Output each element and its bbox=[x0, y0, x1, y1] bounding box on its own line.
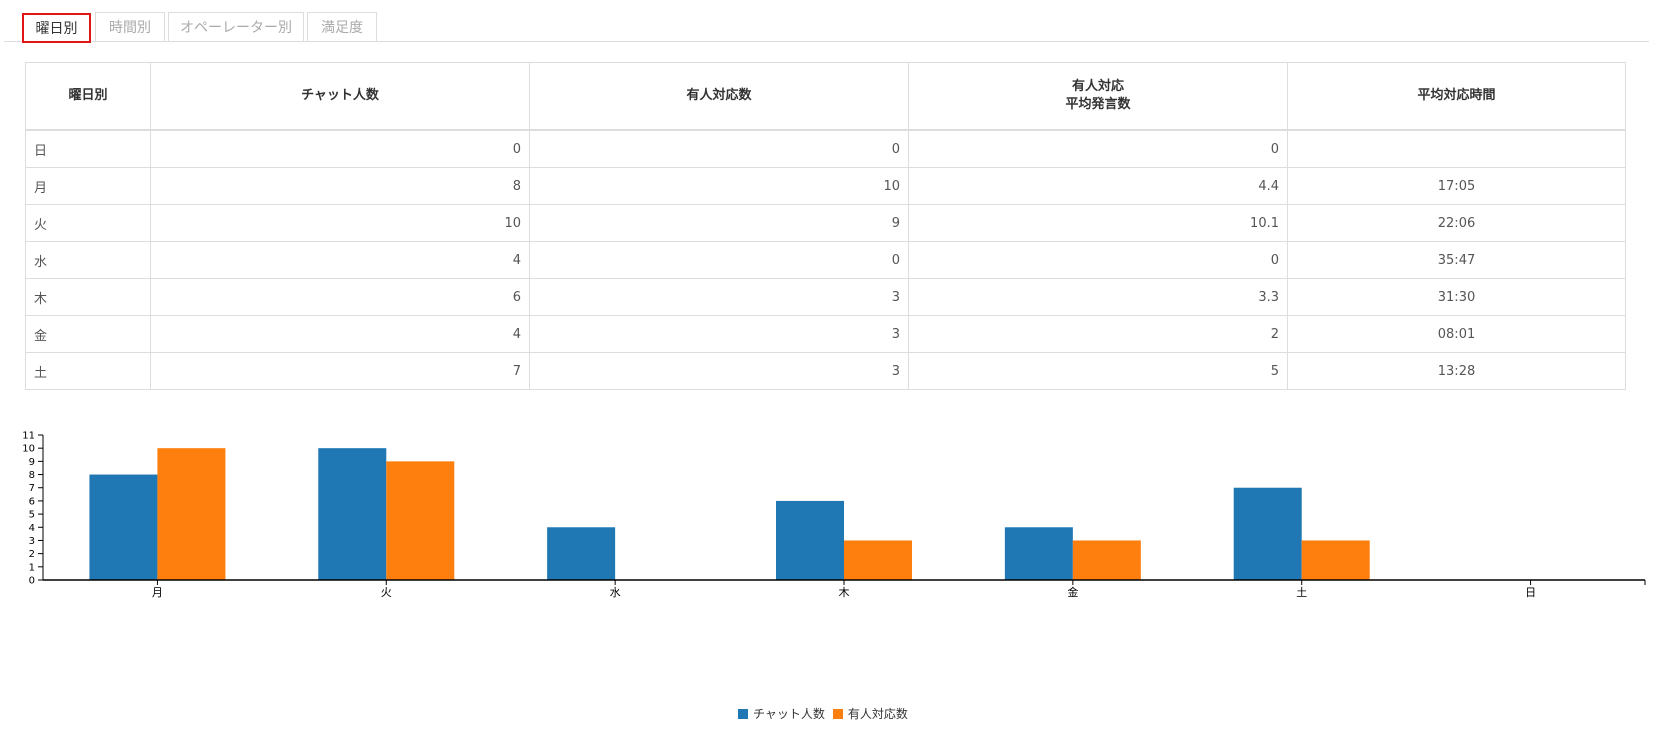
cell-avg-time: 13:28 bbox=[1287, 352, 1626, 390]
table-row: 土 7 3 5 13:28 bbox=[25, 352, 1626, 390]
header-avg-messages-line1: 有人対応 bbox=[1071, 79, 1124, 94]
y-tick-label: 8 bbox=[29, 470, 35, 481]
cell-manned-count: 9 bbox=[529, 204, 909, 242]
y-tick-label: 5 bbox=[29, 510, 35, 521]
header-chat-count: チャット人数 bbox=[150, 62, 530, 131]
cell-avg-messages: 0 bbox=[908, 241, 1288, 279]
cell-avg-messages: 2 bbox=[908, 315, 1288, 353]
cell-manned-count: 3 bbox=[529, 278, 909, 316]
bar-manned bbox=[1301, 540, 1370, 580]
legend-item-manned: 有人対応数 bbox=[832, 705, 908, 722]
cell-avg-time: 08:01 bbox=[1287, 315, 1626, 353]
cell-avg-messages: 4.4 bbox=[908, 167, 1288, 205]
header-manned-count: 有人対応数 bbox=[529, 62, 909, 131]
cell-manned-count: 3 bbox=[529, 315, 909, 353]
bar-manned bbox=[1072, 540, 1141, 580]
header-avg-messages-line2: 平均発言数 bbox=[1065, 97, 1131, 112]
cell-manned-count: 3 bbox=[529, 352, 909, 390]
y-tick-label: 6 bbox=[29, 496, 35, 507]
table-row: 火 10 9 10.1 22:06 bbox=[25, 204, 1626, 242]
cell-avg-messages: 0 bbox=[908, 129, 1288, 168]
cell-weekday: 日 bbox=[25, 129, 151, 168]
y-tick-label: 4 bbox=[29, 523, 35, 534]
cell-weekday: 土 bbox=[25, 352, 151, 390]
table-row: 水 4 0 0 35:47 bbox=[25, 241, 1626, 279]
x-tick-label: 金 bbox=[1067, 585, 1078, 599]
y-tick-label: 1 bbox=[29, 562, 35, 573]
x-tick-label: 木 bbox=[839, 586, 850, 599]
cell-chat-count: 7 bbox=[150, 352, 530, 390]
header-avg-messages: 有人対応 平均発言数 bbox=[908, 62, 1288, 131]
x-tick-label: 日 bbox=[1525, 586, 1536, 599]
cell-weekday: 月 bbox=[25, 167, 151, 205]
cell-avg-messages: 5 bbox=[908, 352, 1288, 390]
y-tick-label: 2 bbox=[29, 549, 35, 560]
legend-swatch-chat bbox=[738, 708, 748, 719]
cell-chat-count: 8 bbox=[150, 167, 530, 205]
x-tick-label: 水 bbox=[610, 586, 621, 599]
legend-label-chat: チャット人数 bbox=[753, 707, 825, 721]
y-tick-label: 7 bbox=[29, 483, 35, 494]
y-tick-label: 3 bbox=[29, 536, 35, 547]
bar-manned bbox=[844, 540, 912, 580]
tab-operator[interactable]: オペーレーター別 bbox=[168, 12, 304, 41]
cell-chat-count: 4 bbox=[150, 315, 530, 353]
table-header-row: 曜日別 チャット人数 有人対応数 有人対応 平均発言数 平均対応時間 bbox=[25, 62, 1626, 131]
bar-chat bbox=[547, 527, 616, 580]
table-row: 木 6 3 3.3 31:30 bbox=[25, 278, 1626, 316]
bar-manned bbox=[386, 461, 455, 580]
cell-chat-count: 10 bbox=[150, 204, 530, 242]
cell-chat-count: 0 bbox=[150, 129, 530, 168]
legend-item-chat: チャット人数 bbox=[738, 705, 825, 722]
cell-avg-time: 35:47 bbox=[1287, 241, 1626, 279]
y-tick-label: 9 bbox=[29, 457, 35, 468]
cell-avg-time: 31:30 bbox=[1287, 278, 1626, 316]
cell-avg-time: 22:06 bbox=[1287, 204, 1626, 242]
bar-chat bbox=[1004, 527, 1073, 580]
table-row: 月 8 10 4.4 17:05 bbox=[25, 167, 1626, 205]
cell-avg-messages: 3.3 bbox=[908, 278, 1288, 316]
cell-manned-count: 10 bbox=[529, 167, 909, 205]
bar-chat bbox=[318, 448, 387, 580]
weekday-bar-chart: 0 1 2 3 4 5 6 7 8 9 10 11 月 火 水 木 金 土 日 bbox=[22, 431, 1646, 599]
cell-weekday: 火 bbox=[25, 204, 151, 242]
header-avg-time: 平均対応時間 bbox=[1287, 62, 1626, 131]
bar-chat bbox=[89, 474, 158, 580]
cell-weekday: 金 bbox=[25, 315, 151, 353]
bar-chat bbox=[776, 500, 844, 580]
header-weekday: 曜日別 bbox=[25, 62, 151, 131]
y-tick-label: 11 bbox=[22, 431, 35, 442]
cell-weekday: 木 bbox=[25, 278, 151, 316]
cell-manned-count: 0 bbox=[529, 129, 909, 168]
cell-avg-time bbox=[1287, 129, 1626, 168]
legend-swatch-manned bbox=[832, 708, 843, 719]
bar-chat bbox=[1233, 487, 1302, 580]
x-tick-label: 火 bbox=[381, 586, 392, 599]
tab-bar: 曜日別 時間別 オペーレーター別 満足度 bbox=[4, 10, 1649, 43]
cell-avg-messages: 10.1 bbox=[908, 204, 1288, 242]
bar-manned bbox=[157, 448, 226, 580]
table-row: 金 4 3 2 08:01 bbox=[25, 315, 1626, 353]
legend-label-manned: 有人対応数 bbox=[847, 707, 908, 721]
chart-legend: チャット人数 有人対応数 bbox=[738, 705, 916, 722]
cell-avg-time: 17:05 bbox=[1287, 167, 1626, 205]
tab-weekday[interactable]: 曜日別 bbox=[22, 13, 91, 43]
cell-chat-count: 6 bbox=[150, 278, 530, 316]
x-tick-label: 月 bbox=[152, 586, 163, 599]
cell-weekday: 水 bbox=[25, 241, 151, 279]
y-tick-label: 0 bbox=[29, 576, 35, 587]
x-tick-label: 土 bbox=[1296, 586, 1307, 599]
cell-chat-count: 4 bbox=[150, 241, 530, 279]
tab-hourly[interactable]: 時間別 bbox=[95, 12, 165, 41]
cell-manned-count: 0 bbox=[529, 241, 909, 279]
y-tick-label: 10 bbox=[22, 444, 35, 455]
tab-satisfaction[interactable]: 満足度 bbox=[307, 12, 377, 41]
